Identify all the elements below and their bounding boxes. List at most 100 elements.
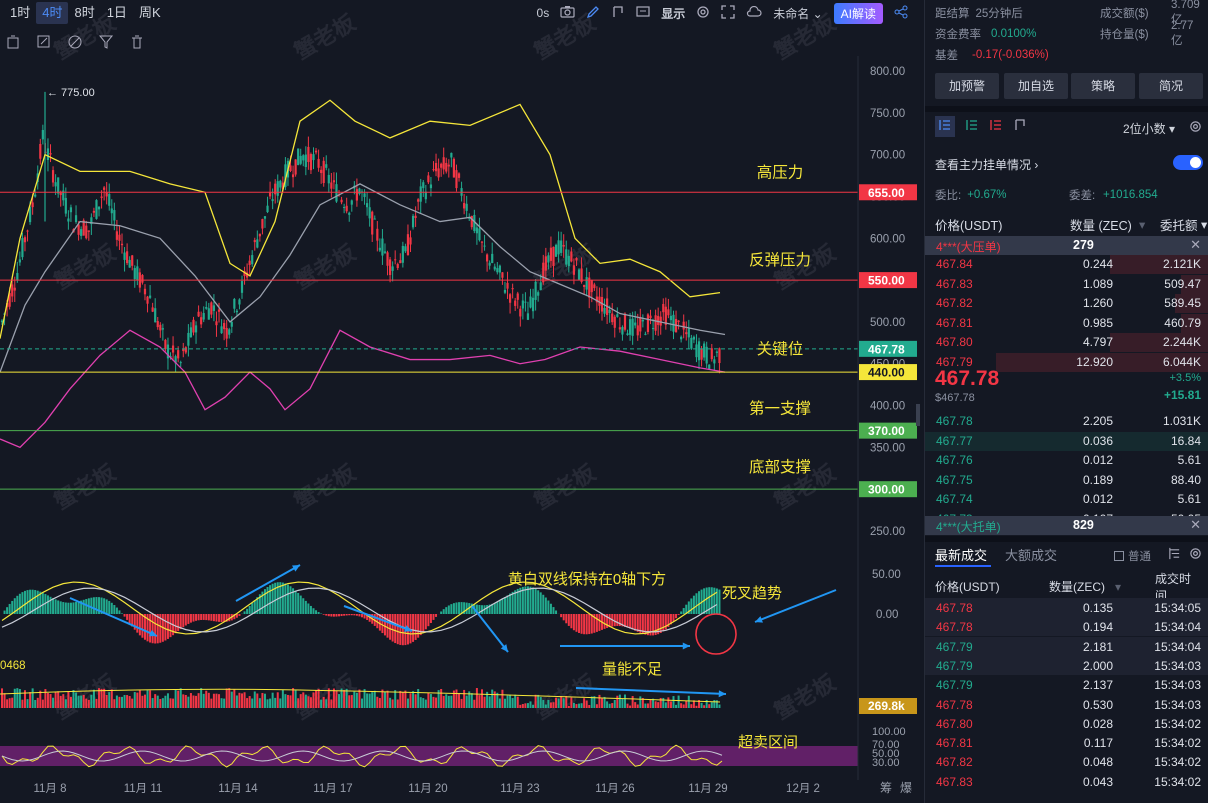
settings-icon[interactable] [1189,547,1202,563]
amount-header[interactable]: 委托额 [1160,219,1198,233]
chart-area[interactable]: 1时 4时 8时 1日 周K 0s 显示 [0,0,920,803]
bid-row[interactable]: 467.77 0.036 16.84 [925,431,1208,451]
volume-bar [52,697,55,708]
timeframe-tab-2[interactable]: 8时 [74,5,95,20]
checkbox[interactable] [1114,551,1124,561]
strategy-button[interactable]: 策略 [1071,73,1135,99]
macd-histogram-bar [113,605,116,614]
volume-bar [715,700,718,708]
candle-body [355,189,358,201]
volume-bar [547,699,550,708]
bid-row[interactable]: 467.76 0.012 5.61 [925,451,1208,470]
volume-bar [552,702,555,708]
ask-row[interactable]: 467.82 1.260 589.45 [925,294,1208,313]
palette-icon[interactable] [67,34,83,53]
add-alert-button[interactable]: 加预警 [935,73,999,99]
trade-price: 467.83 [936,774,973,789]
macd-histogram-bar [49,596,52,614]
trash-icon[interactable] [129,34,145,53]
share-icon[interactable] [894,5,908,22]
timeframe-tab-4[interactable]: 周K [138,5,161,20]
close-icon[interactable]: ✕ [1190,237,1201,252]
display-icon[interactable] [636,5,650,22]
bid-price: 467.74 [936,492,973,506]
flag-icon[interactable] [1013,118,1027,135]
candle-body [21,238,24,258]
filter-icon[interactable] [98,34,114,53]
ask-row[interactable]: 467.79 12.920 6.044K [925,352,1208,372]
cloud-icon[interactable] [746,5,762,21]
volume-bar [557,698,560,708]
volume-bar [383,692,386,708]
trade-qty: 0.135 [1082,601,1113,615]
time-axis-label: 筹 [880,781,892,795]
settle-value: 25分钟后 [975,8,1023,20]
time-axis-label: 11月 23 [500,783,539,795]
ai-explain-button[interactable]: AI解读 [833,2,883,24]
asks-only-icon[interactable] [989,118,1003,135]
candle-body [483,245,486,247]
display-button[interactable]: 显示 [661,6,686,21]
normal-checkbox[interactable]: 普通 [1114,548,1151,564]
big-bid-row[interactable]: 4***(大托单) 829 ✕ [925,516,1208,535]
ask-row[interactable]: 467.83 1.089 509.47 [925,274,1208,294]
candle-body [299,155,302,164]
alarm-icon[interactable] [5,34,21,53]
arrow-icon [235,564,301,602]
settings-icon[interactable] [696,5,710,22]
timeframe-tab-3[interactable]: 1日 [106,5,127,20]
candle-body [672,314,675,332]
timeframe-tab-0[interactable]: 1时 [10,5,31,20]
tab-latest-trades[interactable]: 最新成交 [935,548,988,563]
qty-header[interactable]: 数量 (ZEC) [1070,219,1132,233]
decimals-select[interactable]: 2位小数 ▾ [1123,120,1175,137]
macd-histogram-bar [534,588,537,614]
volume-bar [649,699,652,708]
bid-row[interactable]: 467.75 0.189 88.40 [925,471,1208,490]
settings-icon[interactable] [1189,120,1202,136]
edit-icon[interactable] [36,34,52,53]
macd-histogram-bar [312,608,315,614]
pen-icon[interactable] [586,5,600,22]
camera-icon[interactable] [560,5,575,21]
rectangle-select-icon[interactable] [611,5,625,22]
candle-body [120,243,124,246]
macd-histogram-bar [445,607,448,614]
timeframe-tab-1[interactable]: 4时 [36,2,69,24]
candle-body [133,268,136,280]
layout-name[interactable]: 未命名 ⌄ [773,5,822,22]
bid-row[interactable]: 467.78 2.205 1.031K [925,412,1208,431]
candle-body [567,255,570,267]
volume-bar [394,690,397,708]
tab-large-trades[interactable]: 大额成交 [1005,548,1058,563]
macd-histogram-bar [80,600,83,614]
volume-bar [565,695,568,708]
close-icon[interactable]: ✕ [1190,517,1201,532]
big-ask-name: 4***(大压单) [936,240,1001,254]
mainforce-link[interactable]: 查看主力挂单情况 › [935,156,1038,173]
both-sides-icon[interactable] [935,116,955,137]
mainforce-toggle[interactable] [1173,155,1203,170]
ask-row[interactable]: 467.84 0.244 2.121K [925,255,1208,274]
arrow-icon [575,687,727,695]
ask-row[interactable]: 467.81 0.985 460.79 [925,313,1208,333]
filter-icon[interactable] [1168,547,1181,563]
candle-body [621,327,624,335]
overview-button[interactable]: 简况 [1139,73,1203,99]
bids-only-icon[interactable] [965,118,979,135]
candle-body [570,251,573,262]
trade-price: 467.79 [936,639,973,654]
macd-histogram-bar [263,589,266,614]
bid-row[interactable]: 467.74 0.012 5.61 [925,490,1208,509]
candle-body [544,256,547,271]
fullscreen-icon[interactable] [721,4,735,22]
candle-body [136,266,139,281]
add-watchlist-button[interactable]: 加自选 [1004,73,1068,99]
ask-row[interactable]: 467.80 4.797 2.244K [925,333,1208,352]
volume-bar [192,695,195,708]
volume-bar [570,697,573,708]
price-chart[interactable]: 蟹老板 蟹老板 蟹老板 蟹老板蟹老板 蟹老板 蟹老板 蟹老板蟹老板 蟹老板 蟹老板 蟹老板蟹老板蟹… [0,0,920,803]
trade-row: 467.78 0.135 15:34:05 [925,598,1208,617]
macd-histogram-bar [335,614,338,617]
big-ask-row[interactable]: 4***(大压单) 279 ✕ [925,236,1208,255]
